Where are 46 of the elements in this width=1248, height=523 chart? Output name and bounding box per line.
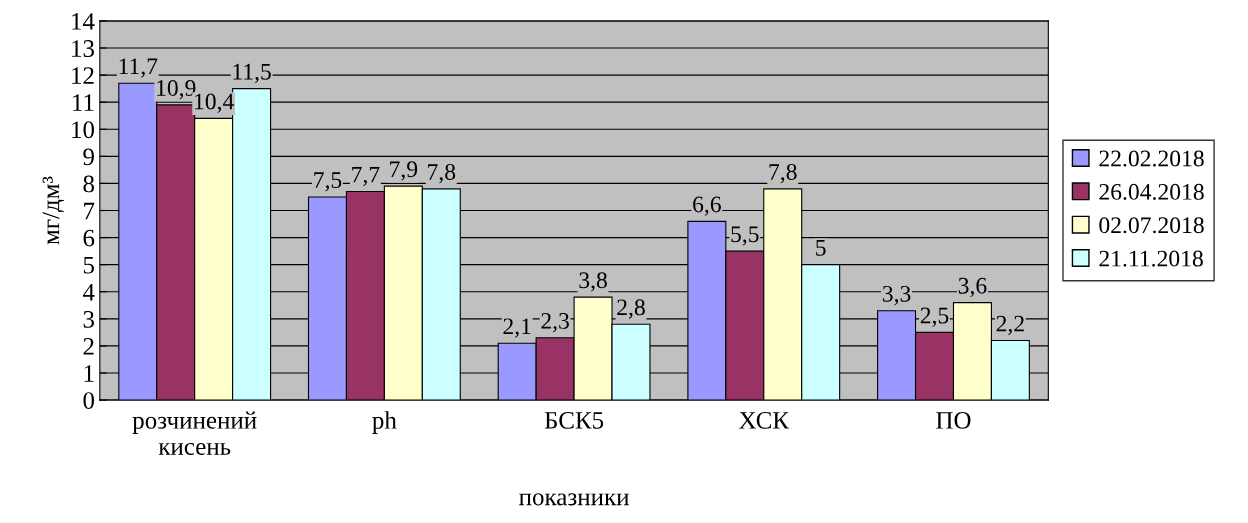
data-label: 3,3 xyxy=(882,285,911,306)
x-tick-label: ХСК xyxy=(739,412,790,429)
y-tick-label: 2 xyxy=(83,338,94,355)
data-label: 7,8 xyxy=(769,163,797,184)
data-label: 3,8 xyxy=(579,272,607,292)
y-tick-label: 6 xyxy=(83,229,95,247)
y-tick-label: 0 xyxy=(83,392,95,410)
y-tick-label: 12 xyxy=(72,67,94,84)
legend-label: 02.07.2018 xyxy=(1099,217,1204,234)
data-label: 2,1 xyxy=(503,318,531,338)
data-label: 11,7 xyxy=(119,58,158,78)
data-label: 2,5 xyxy=(920,307,949,327)
y-tick-label: 9 xyxy=(83,148,94,166)
data-label: 2,3 xyxy=(541,312,569,333)
data-label: 7,9 xyxy=(390,161,418,181)
y-tick-label: 3 xyxy=(83,310,94,328)
data-label: 5 xyxy=(816,240,826,256)
y-tick-label: 14 xyxy=(72,13,95,30)
data-label: 5,5 xyxy=(731,226,759,246)
y-tick-label: 7 xyxy=(84,202,95,220)
x-tick-label: розчинений кисень xyxy=(132,411,257,455)
data-label: 7,7 xyxy=(352,166,380,186)
legend-label: 21.11.2018 xyxy=(1099,250,1203,267)
x-tick-label: БСК5 xyxy=(544,412,604,429)
y-axis-title: мг/дм³ xyxy=(42,176,64,245)
x-axis-title: показники xyxy=(519,493,629,506)
y-tick-label: 5 xyxy=(83,256,94,274)
data-label: 10,4 xyxy=(195,93,234,113)
y-tick-label: 4 xyxy=(82,283,95,301)
data-label: 7,5 xyxy=(314,172,342,192)
data-label: 11,5 xyxy=(233,63,271,84)
legend-label: 22.02.2018 xyxy=(1099,150,1204,167)
y-tick-label: 10 xyxy=(72,121,95,139)
legend-label: 26.04.2018 xyxy=(1099,183,1204,200)
y-tick-label: 8 xyxy=(83,175,95,193)
y-tick-label: 11 xyxy=(73,94,94,111)
data-label: 10,9 xyxy=(157,79,196,100)
y-tick-label: 13 xyxy=(72,40,94,57)
data-label: 7,8 xyxy=(428,163,456,184)
data-label: 3,6 xyxy=(958,277,987,298)
data-label: 6,6 xyxy=(693,196,721,216)
data-label: 2,8 xyxy=(617,299,645,319)
x-tick-label: ph xyxy=(372,411,397,434)
data-label: 2,2 xyxy=(996,315,1024,335)
x-tick-label: ПО xyxy=(936,412,971,429)
y-tick-label: 1 xyxy=(84,365,94,382)
